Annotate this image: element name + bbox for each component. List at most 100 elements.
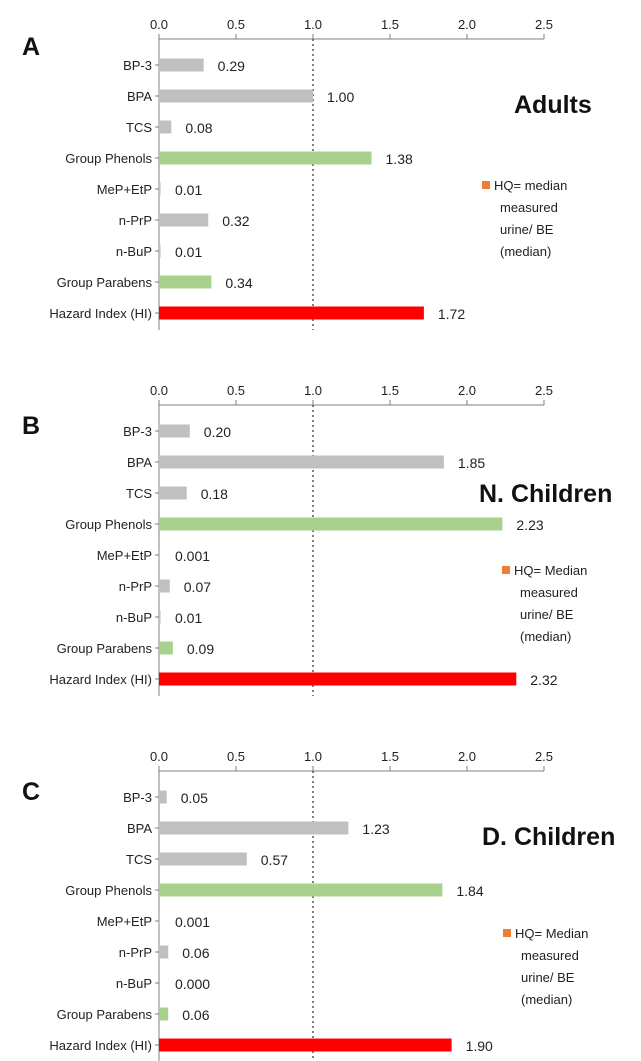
data-label: 2.32 <box>530 672 557 688</box>
chart-panel-a: 0.0 0.5 1.0 1.5 2.0 2.5 BP-3 0.29 BPA 1.00 TCS 0.08… <box>22 17 592 330</box>
hq-note-line: (median) <box>520 629 571 644</box>
bar-group-phenols <box>159 883 443 897</box>
data-label: 0.05 <box>181 790 208 806</box>
panel-letter: B <box>22 412 40 440</box>
category-label: Hazard Index (HI) <box>49 672 152 687</box>
category-label: n-BuP <box>116 976 152 991</box>
bar-bp-3 <box>159 790 167 804</box>
category-label: BP-3 <box>123 790 152 805</box>
data-label: 1.84 <box>456 883 483 899</box>
x-tick-label: 1.5 <box>381 749 399 764</box>
x-tick-label: 0.0 <box>150 383 168 398</box>
data-label: 1.23 <box>362 821 389 837</box>
x-tick-label: 1.0 <box>304 383 322 398</box>
category-label: n-BuP <box>116 244 152 259</box>
category-label: TCS <box>126 486 152 501</box>
data-label: 0.57 <box>261 852 288 868</box>
category-label: BPA <box>127 455 152 470</box>
panel-title: N. Children <box>479 480 612 508</box>
data-label: 0.20 <box>204 424 231 440</box>
legend-marker <box>482 181 490 189</box>
x-tick-label: 2.5 <box>535 749 553 764</box>
category-label: n-PrP <box>119 213 152 228</box>
category-label: MeP+EtP <box>97 914 152 929</box>
data-label: 0.06 <box>182 1007 209 1023</box>
x-tick-label: 2.5 <box>535 17 553 32</box>
x-tick-label: 1.5 <box>381 383 399 398</box>
hq-note-line: (median) <box>521 992 572 1007</box>
hq-note-line: measured <box>500 200 558 215</box>
category-label: n-PrP <box>119 579 152 594</box>
x-tick-label: 0.5 <box>227 17 245 32</box>
category-label: Group Parabens <box>57 275 153 290</box>
bar-group-phenols <box>159 517 503 531</box>
hq-note-line: measured <box>520 585 578 600</box>
bar-hazard-index-hi <box>159 306 424 320</box>
data-label: 0.01 <box>175 610 202 626</box>
data-label: 1.38 <box>386 151 413 167</box>
bar-group-parabens <box>159 1007 169 1021</box>
category-label: Group Parabens <box>57 1007 153 1022</box>
data-label: 0.29 <box>218 58 245 74</box>
bar-hazard-index-hi <box>159 1038 452 1052</box>
x-tick-label: 2.5 <box>535 383 553 398</box>
category-label: Hazard Index (HI) <box>49 306 152 321</box>
hq-note-line: measured <box>521 948 579 963</box>
x-tick-label: 1.0 <box>304 17 322 32</box>
category-label: Group Phenols <box>65 151 152 166</box>
category-label: BPA <box>127 89 152 104</box>
category-label: MeP+EtP <box>97 548 152 563</box>
x-tick-label: 2.0 <box>458 17 476 32</box>
bar-bp-3 <box>159 58 204 72</box>
data-label: 1.00 <box>327 89 354 105</box>
bar-bpa <box>159 89 313 103</box>
data-label: 0.01 <box>175 244 202 260</box>
bar-n-prp <box>159 945 169 959</box>
bar-hazard-index-hi <box>159 672 517 686</box>
bar-tcs <box>159 486 187 500</box>
x-tick-label: 2.0 <box>458 749 476 764</box>
data-label: 0.08 <box>185 120 212 136</box>
bar-mep-etp <box>159 182 161 196</box>
data-label: 0.09 <box>187 641 214 657</box>
data-label: 0.000 <box>175 976 210 992</box>
hq-note-line: HQ= median <box>494 178 567 193</box>
category-label: BP-3 <box>123 58 152 73</box>
hq-note-line: (median) <box>500 244 551 259</box>
category-label: Group Phenols <box>65 883 152 898</box>
bar-n-bup <box>159 610 161 624</box>
bar-group-parabens <box>159 641 173 655</box>
panel-title: Adults <box>514 91 592 119</box>
data-label: 0.001 <box>175 914 210 930</box>
data-label: 0.18 <box>201 486 228 502</box>
data-label: 0.32 <box>222 213 249 229</box>
hq-note-line: urine/ BE <box>521 970 575 985</box>
bar-bpa <box>159 821 349 835</box>
x-tick-label: 1.0 <box>304 749 322 764</box>
legend-marker <box>502 566 510 574</box>
x-tick-label: 0.0 <box>150 17 168 32</box>
data-label: 2.23 <box>516 517 543 533</box>
category-label: TCS <box>126 852 152 867</box>
category-label: Group Phenols <box>65 517 152 532</box>
chart-panel-b: 0.0 0.5 1.0 1.5 2.0 2.5 BP-3 0.20 BPA 1.85 TCS 0.18… <box>22 383 612 696</box>
category-label: Group Parabens <box>57 641 153 656</box>
data-label: 1.90 <box>466 1038 493 1054</box>
bar-bpa <box>159 455 444 469</box>
category-label: TCS <box>126 120 152 135</box>
data-label: 0.07 <box>184 579 211 595</box>
chart-panel-c: 0.0 0.5 1.0 1.5 2.0 2.5 BP-3 0.05 BPA 1.23 TCS 0.57… <box>22 749 615 1061</box>
data-label: 1.72 <box>438 306 465 322</box>
data-label: 0.34 <box>225 275 252 291</box>
bar-n-bup <box>159 244 161 258</box>
bar-bp-3 <box>159 424 190 438</box>
bar-n-prp <box>159 213 209 227</box>
hq-note-line: urine/ BE <box>520 607 574 622</box>
category-label: n-PrP <box>119 945 152 960</box>
data-label: 0.06 <box>182 945 209 961</box>
category-label: Hazard Index (HI) <box>49 1038 152 1053</box>
category-label: BP-3 <box>123 424 152 439</box>
hq-note-line: HQ= Median <box>515 926 588 941</box>
